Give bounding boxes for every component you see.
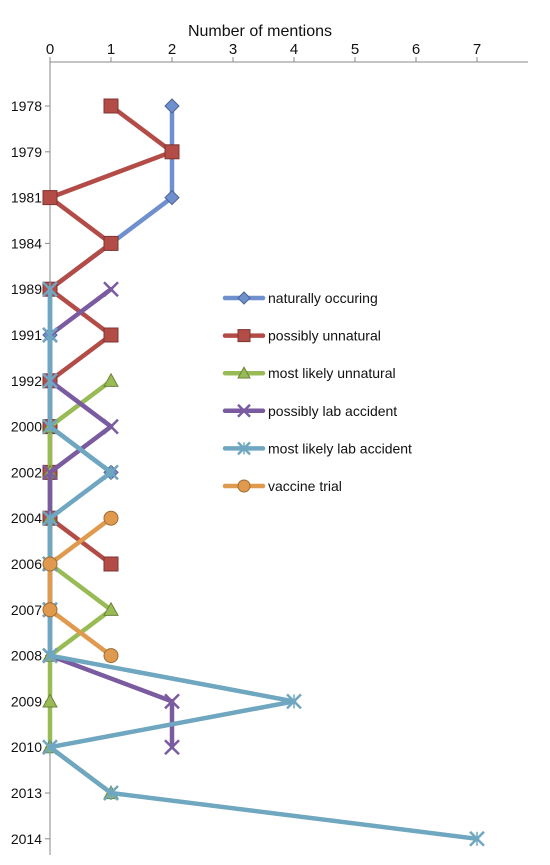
data-point	[286, 693, 302, 710]
data-point	[164, 144, 180, 160]
legend-item: naturally occuring	[222, 290, 378, 306]
data-point	[164, 739, 180, 756]
legend-item: most likely lab accident	[222, 440, 412, 456]
data-point	[103, 785, 119, 801]
y-tick-label: 1981	[11, 190, 42, 206]
data-point	[42, 464, 58, 481]
data-point	[469, 830, 485, 847]
data-point	[42, 327, 58, 343]
legend-label: most likely unnatural	[268, 365, 396, 381]
data-point	[103, 464, 119, 481]
x-tick-label: 6	[412, 41, 420, 58]
data-point	[237, 403, 251, 418]
y-tick-label: 2010	[11, 739, 42, 755]
data-point	[103, 372, 119, 387]
data-point	[42, 281, 58, 298]
data-point	[103, 418, 119, 435]
x-tick-label: 7	[473, 41, 481, 58]
x-tick-label: 5	[351, 41, 359, 58]
data-point	[103, 235, 119, 251]
legend-label: most likely lab accident	[268, 440, 412, 456]
y-axis-ticks: 1978 1979 1981 1984 1989 1991 1992 2000 2002 2004…	[11, 98, 50, 847]
data-point	[42, 602, 58, 618]
legend-item: vaccine trial	[222, 478, 342, 494]
series-possibly-unnatural	[42, 98, 180, 572]
series-line	[47, 378, 114, 796]
data-point	[42, 418, 58, 435]
x-tick-label: 0	[46, 41, 54, 58]
y-tick-label: 2007	[11, 602, 42, 618]
y-tick-label: 2009	[11, 693, 42, 709]
x-tick-label: 3	[229, 41, 237, 58]
data-point	[103, 510, 119, 526]
y-tick-label: 2006	[11, 556, 42, 572]
data-point	[42, 372, 58, 389]
legend: naturally occuring possibly unnatural most…	[222, 290, 412, 494]
data-point	[103, 281, 119, 298]
y-tick-label: 2000	[11, 419, 42, 435]
legend-item: possibly lab accident	[222, 403, 397, 419]
y-tick-label: 2002	[11, 464, 42, 480]
data-point	[237, 441, 251, 456]
y-tick-label: 2004	[11, 510, 42, 526]
y-tick-label: 2013	[11, 785, 42, 801]
legend-label: possibly unnatural	[268, 328, 381, 344]
axes	[49, 61, 528, 855]
data-point	[164, 693, 180, 710]
legend-item: most likely unnatural	[222, 365, 396, 381]
x-tick-label: 4	[290, 41, 298, 58]
y-tick-label: 2008	[11, 648, 42, 664]
x-tick-label: 2	[168, 41, 176, 58]
y-tick-label: 1991	[11, 327, 42, 343]
data-point	[42, 190, 58, 206]
data-point	[103, 98, 119, 114]
y-tick-label: 1992	[11, 373, 42, 389]
series-layer	[42, 98, 485, 847]
series-vaccine-trial	[42, 510, 119, 664]
data-point	[42, 510, 58, 527]
x-tick-label: 1	[107, 41, 115, 58]
data-point	[42, 739, 58, 756]
y-tick-label: 1978	[11, 98, 42, 114]
y-tick-label: 1984	[11, 235, 42, 251]
data-point	[103, 601, 119, 616]
legend-label: vaccine trial	[268, 478, 342, 494]
series-line	[47, 515, 114, 658]
data-point	[42, 693, 58, 708]
data-point	[237, 366, 251, 379]
data-point	[164, 189, 180, 206]
x-axis-title: Number of mentions	[188, 23, 332, 40]
y-tick-label: 1979	[11, 144, 42, 160]
y-tick-label: 1989	[11, 281, 42, 297]
data-point	[103, 648, 119, 664]
data-point	[103, 327, 119, 343]
legend-label: naturally occuring	[268, 290, 378, 306]
data-point	[103, 556, 119, 572]
legend-label: possibly lab accident	[268, 403, 397, 419]
data-point	[237, 329, 251, 343]
x-axis-ticks: 0 1 2 3 4 5 6 7	[46, 41, 481, 62]
data-point	[237, 291, 251, 305]
legend-item: possibly unnatural	[222, 328, 381, 344]
data-point	[237, 479, 251, 493]
data-point	[164, 98, 180, 114]
data-point	[42, 556, 58, 572]
data-point	[42, 647, 58, 664]
y-tick-label: 2014	[11, 831, 42, 847]
